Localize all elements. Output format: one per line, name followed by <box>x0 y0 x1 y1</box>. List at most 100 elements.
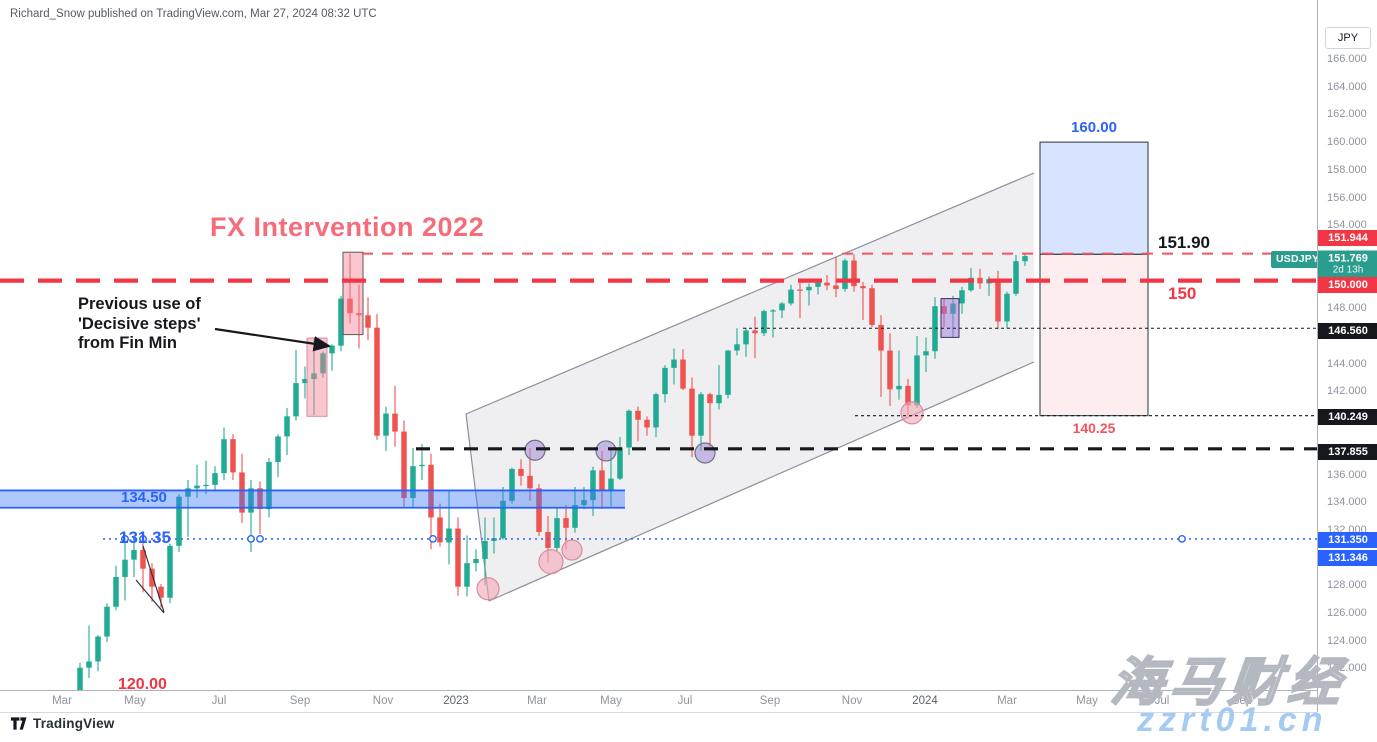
trend-channel[interactable] <box>466 173 1034 601</box>
intervention-oct-2022[interactable] <box>342 251 364 336</box>
target-price-label: 160.00 <box>1071 119 1117 136</box>
resistance-touch-circle[interactable] <box>595 440 617 462</box>
risk-box[interactable] <box>1039 253 1149 417</box>
candle-body <box>689 388 695 436</box>
candle-body <box>671 359 677 368</box>
time-tick: 2024 <box>912 695 938 707</box>
intervention-sep-2022[interactable] <box>306 337 328 417</box>
candle-body <box>644 419 650 428</box>
note-line-1: Previous use of <box>78 295 201 313</box>
candle-body <box>230 439 236 473</box>
candle-body <box>923 351 929 356</box>
price-tick: 134.000 <box>1327 496 1367 509</box>
candle-body <box>302 378 308 384</box>
candle-body <box>743 330 749 345</box>
candle-body <box>248 488 254 513</box>
price-tick: 122.000 <box>1327 662 1367 675</box>
candle-body <box>770 310 776 312</box>
tradingview-brand-link[interactable]: TradingView <box>10 716 114 731</box>
price-tick: 162.000 <box>1327 108 1367 121</box>
time-tick: Sep <box>289 695 311 707</box>
price-tick: 142.000 <box>1327 385 1367 398</box>
price-tick: 144.000 <box>1327 357 1367 370</box>
channel-low-circle[interactable] <box>561 539 583 561</box>
candle-body <box>185 488 191 497</box>
price-axis[interactable]: JPY 166.000 164.000 162.000 160.000 158.000 1… <box>1317 0 1377 712</box>
support-band-border <box>0 489 625 509</box>
candle-body <box>914 355 920 406</box>
candle-body <box>500 500 506 539</box>
price-tick: 154.000 <box>1327 219 1367 232</box>
candle-body <box>401 431 407 499</box>
candle-body <box>266 462 272 510</box>
time-tick: Nov <box>372 695 394 707</box>
time-tick: May <box>600 695 622 707</box>
candle-body <box>761 311 767 334</box>
line-anchor-dot[interactable] <box>121 535 129 543</box>
candle-body <box>437 517 443 543</box>
time-tick: 2023 <box>443 695 469 707</box>
price-badge: 131.346 <box>1318 550 1377 566</box>
line-anchor-dot[interactable] <box>1178 535 1186 543</box>
price-tick: 158.000 <box>1327 163 1367 176</box>
target-box[interactable] <box>1039 141 1149 255</box>
cpi-candle-2024[interactable] <box>940 298 960 338</box>
candle-body <box>752 330 758 334</box>
wedge-trendline[interactable] <box>142 545 165 613</box>
price-tick: 148.000 <box>1327 302 1367 315</box>
note-line-3: from Fin Min <box>78 334 177 352</box>
price-tick: 164.000 <box>1327 80 1367 93</box>
candle-body <box>536 488 542 532</box>
candle-body <box>140 549 146 569</box>
candle-body <box>149 568 155 587</box>
tradingview-logo-icon <box>10 717 27 730</box>
line-anchor-dot[interactable] <box>256 535 264 543</box>
candle-body <box>293 383 299 417</box>
candle-body <box>77 667 83 690</box>
candle-body <box>572 504 578 528</box>
round-level-label: 150 <box>1168 284 1197 303</box>
countdown-timer: 2d 13h <box>1332 264 1364 276</box>
candle-body <box>473 558 479 564</box>
price-tick: 128.000 <box>1327 579 1367 592</box>
line-anchor-dot[interactable] <box>247 535 255 543</box>
price-badge: 140.249 <box>1318 409 1377 425</box>
candle-body <box>860 286 866 289</box>
candle-body <box>806 286 812 291</box>
candle-body <box>878 324 884 351</box>
candle-body <box>626 410 632 448</box>
candle-body <box>383 413 389 436</box>
wedge-trendline[interactable] <box>135 579 165 614</box>
price-tick: 136.000 <box>1327 468 1367 481</box>
price-badge: 146.560 <box>1318 323 1377 339</box>
time-tick: Nov <box>841 695 863 707</box>
candle-body <box>311 373 317 379</box>
channel-low-circle[interactable] <box>900 401 924 425</box>
candle-body <box>635 410 641 420</box>
channel-low-circle[interactable] <box>476 577 500 601</box>
candle-body <box>797 289 803 291</box>
annotation-note: Previous use of 'Decisive steps' from Fi… <box>78 295 201 354</box>
candle-body <box>347 298 353 314</box>
note-line-2: 'Decisive steps' <box>78 314 201 333</box>
annotation-arrow[interactable] <box>214 327 332 352</box>
candle-body <box>446 528 452 543</box>
line-anchor-dot[interactable] <box>139 535 147 543</box>
candle-body <box>968 277 974 291</box>
candle-body <box>905 385 911 406</box>
band-price-label: 134.50 <box>121 489 167 506</box>
currency-toggle-button[interactable]: JPY <box>1325 27 1371 49</box>
line-anchor-dot[interactable] <box>429 535 437 543</box>
candle-body <box>176 496 182 546</box>
price-tick: 156.000 <box>1327 191 1367 204</box>
time-axis[interactable]: Mar May Jul Sep Nov 2023 Mar May Jul Sep Nov 2024 Ma… <box>0 690 1317 713</box>
candle-body <box>725 350 731 395</box>
support-band[interactable] <box>0 490 625 508</box>
channel-low-circle[interactable] <box>538 549 564 575</box>
candlestick-chart-canvas[interactable] <box>0 0 1317 690</box>
resistance-touch-circle[interactable] <box>694 442 716 464</box>
time-tick: Mar <box>527 695 547 707</box>
candle-body <box>887 350 893 390</box>
annotation-title: FX Intervention 2022 <box>210 212 485 242</box>
line-price-label: 131.35 <box>119 528 171 547</box>
